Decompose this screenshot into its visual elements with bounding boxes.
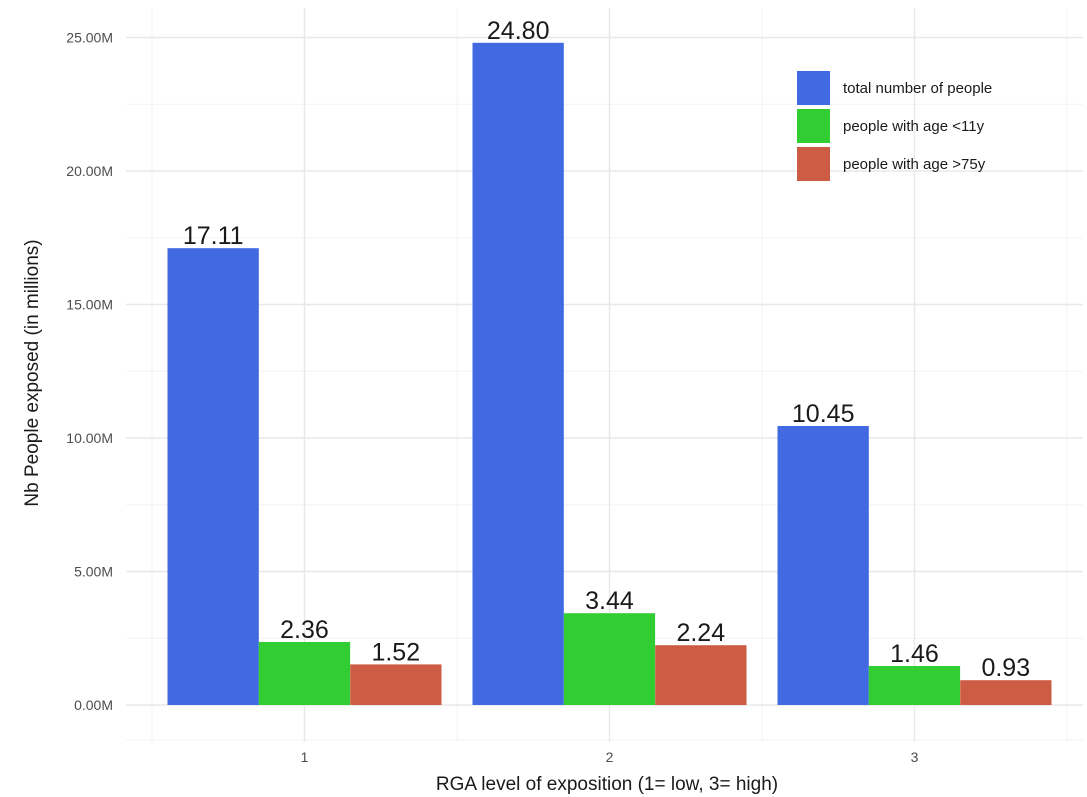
data-labels: 17.11 2.36 1.52 24.80 3.44 2.24 10.45 1.46 0.93 xyxy=(183,17,1030,682)
legend-label: people with age <11y xyxy=(843,118,985,135)
bar-people-with-age-11y-cat-3 xyxy=(868,666,961,705)
bar-total-number-of-people-cat-3 xyxy=(777,426,869,705)
bar-people-with-age-75y-cat-3 xyxy=(960,680,1052,705)
legend: total number of people people with age <1… xyxy=(797,71,992,181)
y-tick-label: 20.00M xyxy=(66,163,113,179)
y-tick-label: 5.00M xyxy=(74,564,113,580)
x-tick-label: 3 xyxy=(911,749,919,765)
data-label: 1.52 xyxy=(371,638,420,666)
x-axis-title: RGA level of exposition (1= low, 3= high… xyxy=(436,774,778,795)
data-label: 1.46 xyxy=(890,640,939,668)
y-axis: 0.00M 5.00M 10.00M 15.00M 20.00M 25.00M xyxy=(66,30,113,714)
data-label: 0.93 xyxy=(981,654,1030,682)
legend-label: total number of people xyxy=(843,80,992,97)
bar-people-with-age-11y-cat-1 xyxy=(258,642,351,705)
legend-key xyxy=(797,147,830,181)
bars xyxy=(167,42,1052,706)
data-label: 2.24 xyxy=(676,619,725,647)
legend-key xyxy=(797,71,830,105)
data-label: 2.36 xyxy=(280,616,329,644)
data-label: 3.44 xyxy=(585,587,634,615)
y-tick-label: 15.00M xyxy=(66,297,113,313)
legend-key xyxy=(797,109,830,143)
bar-total-number-of-people-cat-1 xyxy=(167,248,259,705)
bar-people-with-age-75y-cat-1 xyxy=(350,664,442,705)
x-axis: 1 2 3 xyxy=(301,749,919,765)
data-label: 17.11 xyxy=(183,222,244,250)
x-tick-label: 2 xyxy=(606,749,614,765)
y-axis-title: Nb People exposed (in millions) xyxy=(22,239,43,506)
x-tick-label: 1 xyxy=(301,749,309,765)
bar-total-number-of-people-cat-2 xyxy=(472,42,564,706)
y-tick-label: 25.00M xyxy=(66,30,113,46)
y-tick-label: 10.00M xyxy=(66,430,113,446)
y-tick-label: 0.00M xyxy=(74,697,113,713)
bar-people-with-age-75y-cat-2 xyxy=(655,645,747,705)
data-label: 24.80 xyxy=(487,17,550,45)
bar-people-with-age-11y-cat-2 xyxy=(563,613,656,705)
data-label: 10.45 xyxy=(792,400,855,428)
legend-label: people with age >75y xyxy=(843,156,986,173)
